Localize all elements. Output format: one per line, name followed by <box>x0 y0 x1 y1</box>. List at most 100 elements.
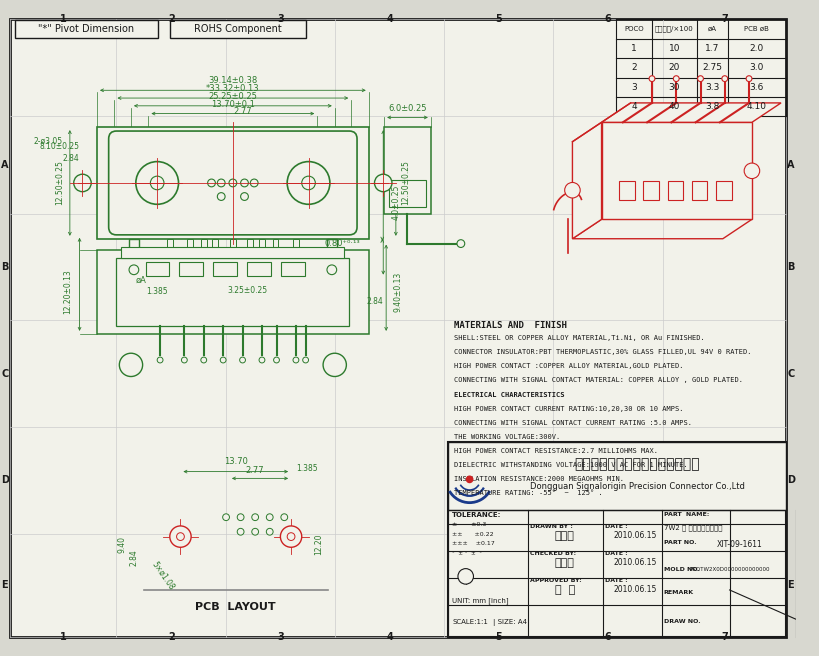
Text: DIELECTRIC WITHSTANDING VOLTAGE:1000 V AC FOR 1 MINUTE.: DIELECTRIC WITHSTANDING VOLTAGE:1000 V A… <box>454 462 687 468</box>
Text: A: A <box>786 160 794 170</box>
Circle shape <box>744 163 758 178</box>
Circle shape <box>465 476 473 483</box>
Circle shape <box>280 526 301 547</box>
Text: B: B <box>786 262 794 272</box>
Text: CONNECTOR INSULATOR:PBT THERMOPLASTIC,30% GLASS FILLED,UL 94V 0 RATED.: CONNECTOR INSULATOR:PBT THERMOPLASTIC,30… <box>454 350 751 356</box>
Circle shape <box>223 514 229 521</box>
Bar <box>384 127 430 215</box>
Text: *33.32±0.13: *33.32±0.13 <box>206 84 260 93</box>
Text: 5: 5 <box>495 14 501 24</box>
Text: 9.40±0.13: 9.40±0.13 <box>393 272 402 312</box>
Text: 3.8: 3.8 <box>704 102 718 112</box>
Bar <box>618 180 634 200</box>
Text: 3.6: 3.6 <box>749 83 763 92</box>
Circle shape <box>287 161 329 204</box>
Text: 2.0: 2.0 <box>749 44 763 53</box>
Circle shape <box>456 239 464 247</box>
Text: MOLD NO.: MOLD NO. <box>663 567 699 571</box>
Bar <box>691 180 707 200</box>
Text: 3.0: 3.0 <box>749 64 763 72</box>
Bar <box>121 247 344 258</box>
Circle shape <box>240 193 248 201</box>
Text: HIGH POWER CONTACT RESISTANCE:2.7 MILLIOHMS MAX.: HIGH POWER CONTACT RESISTANCE:2.7 MILLIO… <box>454 448 658 454</box>
Text: øA: øA <box>135 276 146 285</box>
Text: 4.0±0.25: 4.0±0.25 <box>391 185 400 220</box>
Bar <box>229 239 236 277</box>
Bar <box>213 262 237 276</box>
Text: ROHS Component: ROHS Component <box>193 24 281 34</box>
Text: 1: 1 <box>631 44 636 53</box>
Text: THE WORKING VOLTAGE:300V.: THE WORKING VOLTAGE:300V. <box>454 434 559 440</box>
Text: TEMPERATURE RATING: -55°  ~  125° .: TEMPERATURE RATING: -55° ~ 125° . <box>454 490 602 496</box>
Text: XIT-09-1611: XIT-09-1611 <box>716 539 762 548</box>
Text: 40: 40 <box>667 102 679 112</box>
Polygon shape <box>572 122 601 239</box>
Circle shape <box>170 526 191 547</box>
Text: 3.25±0.25: 3.25±0.25 <box>227 285 267 295</box>
Text: 4: 4 <box>386 632 392 642</box>
Text: 12.50±0.25: 12.50±0.25 <box>56 161 65 205</box>
Circle shape <box>74 174 91 192</box>
Text: 6: 6 <box>604 632 610 642</box>
Text: 4: 4 <box>386 14 392 24</box>
Text: 2: 2 <box>631 64 636 72</box>
Text: PCB øB: PCB øB <box>744 26 768 32</box>
Circle shape <box>181 357 187 363</box>
Text: PROTW2X0D0000000000000: PROTW2X0D0000000000000 <box>689 567 769 571</box>
Bar <box>187 239 192 277</box>
Text: CHECKED BY:: CHECKED BY: <box>529 551 575 556</box>
Text: TOLERANCE:: TOLERANCE: <box>451 512 501 518</box>
Text: DATE :: DATE : <box>604 579 627 583</box>
Text: B: B <box>1 262 8 272</box>
Text: 东莞市迅颊原精密连接器有限公司: 东莞市迅颊原精密连接器有限公司 <box>574 457 699 471</box>
Circle shape <box>240 179 248 187</box>
Circle shape <box>150 176 164 190</box>
Text: 伸庆文: 伸庆文 <box>554 558 574 568</box>
Text: 7W2 小 电流射频式插座合: 7W2 小 电流射频式插座合 <box>663 524 722 531</box>
Bar <box>327 239 337 270</box>
Text: 2010.06.15: 2010.06.15 <box>613 558 656 567</box>
Text: PART NO.: PART NO. <box>663 539 695 544</box>
Circle shape <box>564 182 580 198</box>
Bar <box>448 443 785 636</box>
Text: 3.3: 3.3 <box>704 83 718 92</box>
Text: E: E <box>786 580 793 590</box>
Text: 2.84: 2.84 <box>63 154 79 163</box>
Text: 2.84: 2.84 <box>129 550 138 566</box>
Text: 1: 1 <box>60 14 66 24</box>
Circle shape <box>649 75 654 81</box>
Bar <box>272 239 278 277</box>
Circle shape <box>229 179 237 187</box>
Text: 30: 30 <box>667 83 679 92</box>
Text: 10: 10 <box>667 44 679 53</box>
Text: PCB  LAYOUT: PCB LAYOUT <box>195 602 276 611</box>
Text: SCALE:1:1: SCALE:1:1 <box>451 619 487 625</box>
Circle shape <box>274 357 279 363</box>
Text: 13.70±0.1: 13.70±0.1 <box>210 100 255 109</box>
Bar <box>201 239 206 277</box>
Circle shape <box>157 357 163 363</box>
Text: 3: 3 <box>631 83 636 92</box>
Bar <box>388 180 425 207</box>
Circle shape <box>251 528 258 535</box>
Bar <box>145 262 169 276</box>
Text: 12.50±0.25: 12.50±0.25 <box>400 161 410 205</box>
Text: UNIT: mm [inch]: UNIT: mm [inch] <box>451 598 508 604</box>
Bar <box>170 20 305 38</box>
Circle shape <box>176 533 184 541</box>
Circle shape <box>374 174 391 192</box>
Bar <box>281 262 305 276</box>
Text: 6: 6 <box>604 14 610 24</box>
Text: DATE :: DATE : <box>604 524 627 529</box>
Circle shape <box>292 357 298 363</box>
Circle shape <box>281 514 287 521</box>
Circle shape <box>697 75 703 81</box>
Text: POCO: POCO <box>623 26 643 32</box>
Text: °  ± °  ±  °: ° ± ° ± ° <box>451 551 482 556</box>
Text: C: C <box>786 369 794 379</box>
Text: MATERIALS AND  FINISH: MATERIALS AND FINISH <box>454 321 566 330</box>
Text: PART  NAME:: PART NAME: <box>663 512 708 518</box>
Circle shape <box>287 533 295 541</box>
FancyBboxPatch shape <box>109 131 356 235</box>
Text: C: C <box>1 369 8 379</box>
